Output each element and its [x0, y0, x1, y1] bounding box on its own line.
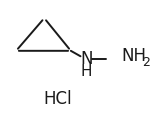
Text: N: N: [80, 50, 92, 68]
Text: HCl: HCl: [44, 90, 72, 108]
Text: 2: 2: [142, 56, 150, 69]
Text: NH: NH: [122, 47, 147, 65]
Text: H: H: [80, 64, 92, 79]
